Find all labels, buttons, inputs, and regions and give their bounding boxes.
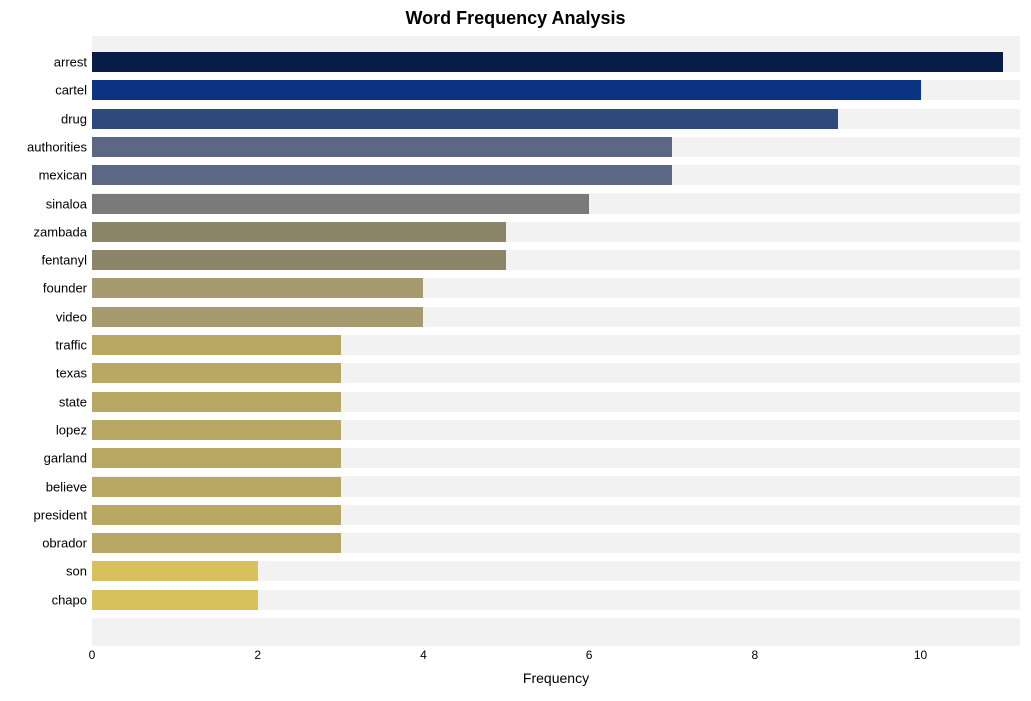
plot-area (92, 36, 1020, 646)
bar-believe (92, 477, 341, 497)
y-label-chapo: chapo (52, 592, 87, 607)
row-gap (92, 72, 1020, 80)
chart-title: Word Frequency Analysis (0, 8, 1031, 29)
x-axis-label: Frequency (92, 670, 1020, 686)
x-tick-4: 4 (420, 648, 427, 662)
x-tick-6: 6 (586, 648, 593, 662)
bar-chapo (92, 590, 258, 610)
row-gap (92, 383, 1020, 391)
bar-state (92, 392, 341, 412)
row-gap (92, 242, 1020, 250)
bar-drug (92, 109, 838, 129)
bar-arrest (92, 52, 1003, 72)
bar-texas (92, 363, 341, 383)
row-gap (92, 327, 1020, 335)
x-tick-8: 8 (752, 648, 759, 662)
bar-traffic (92, 335, 341, 355)
bar-obrador (92, 533, 341, 553)
row-gap (92, 412, 1020, 420)
x-tick-0: 0 (89, 648, 96, 662)
y-label-son: son (66, 564, 87, 579)
bar-video (92, 307, 423, 327)
y-label-texas: texas (56, 366, 87, 381)
row-gap (92, 270, 1020, 278)
y-label-founder: founder (43, 281, 87, 296)
y-label-president: president (34, 507, 87, 522)
row-gap (92, 214, 1020, 222)
y-label-lopez: lopez (56, 422, 87, 437)
row-gap (92, 468, 1020, 476)
row-gap (92, 440, 1020, 448)
bar-authorities (92, 137, 672, 157)
row-gap (92, 497, 1020, 505)
bar-mexican (92, 165, 672, 185)
row-gap (92, 355, 1020, 363)
y-label-traffic: traffic (55, 338, 87, 353)
y-label-fentanyl: fentanyl (41, 253, 87, 268)
y-label-sinaloa: sinaloa (46, 196, 87, 211)
row-gap (92, 525, 1020, 533)
bar-fentanyl (92, 250, 506, 270)
word-frequency-chart: Word Frequency Analysis Frequency arrest… (0, 0, 1031, 701)
row-gap (92, 298, 1020, 306)
bar-president (92, 505, 341, 525)
bar-son (92, 561, 258, 581)
x-tick-2: 2 (254, 648, 261, 662)
y-label-authorities: authorities (27, 139, 87, 154)
y-label-video: video (56, 309, 87, 324)
row-gap (92, 610, 1020, 618)
row-gap (92, 100, 1020, 108)
y-label-mexican: mexican (39, 168, 87, 183)
bar-garland (92, 448, 341, 468)
x-tick-10: 10 (914, 648, 927, 662)
y-label-arrest: arrest (54, 55, 87, 70)
bar-sinaloa (92, 194, 589, 214)
bar-lopez (92, 420, 341, 440)
y-label-drug: drug (61, 111, 87, 126)
row-gap (92, 553, 1020, 561)
y-label-obrador: obrador (42, 536, 87, 551)
y-label-cartel: cartel (55, 83, 87, 98)
bar-founder (92, 278, 423, 298)
row-gap (92, 581, 1020, 589)
row-gap (92, 129, 1020, 137)
row-gap (92, 185, 1020, 193)
y-label-believe: believe (46, 479, 87, 494)
row-gap (92, 157, 1020, 165)
y-label-state: state (59, 394, 87, 409)
bar-zambada (92, 222, 506, 242)
y-label-zambada: zambada (34, 224, 87, 239)
bar-cartel (92, 80, 921, 100)
y-label-garland: garland (44, 451, 87, 466)
